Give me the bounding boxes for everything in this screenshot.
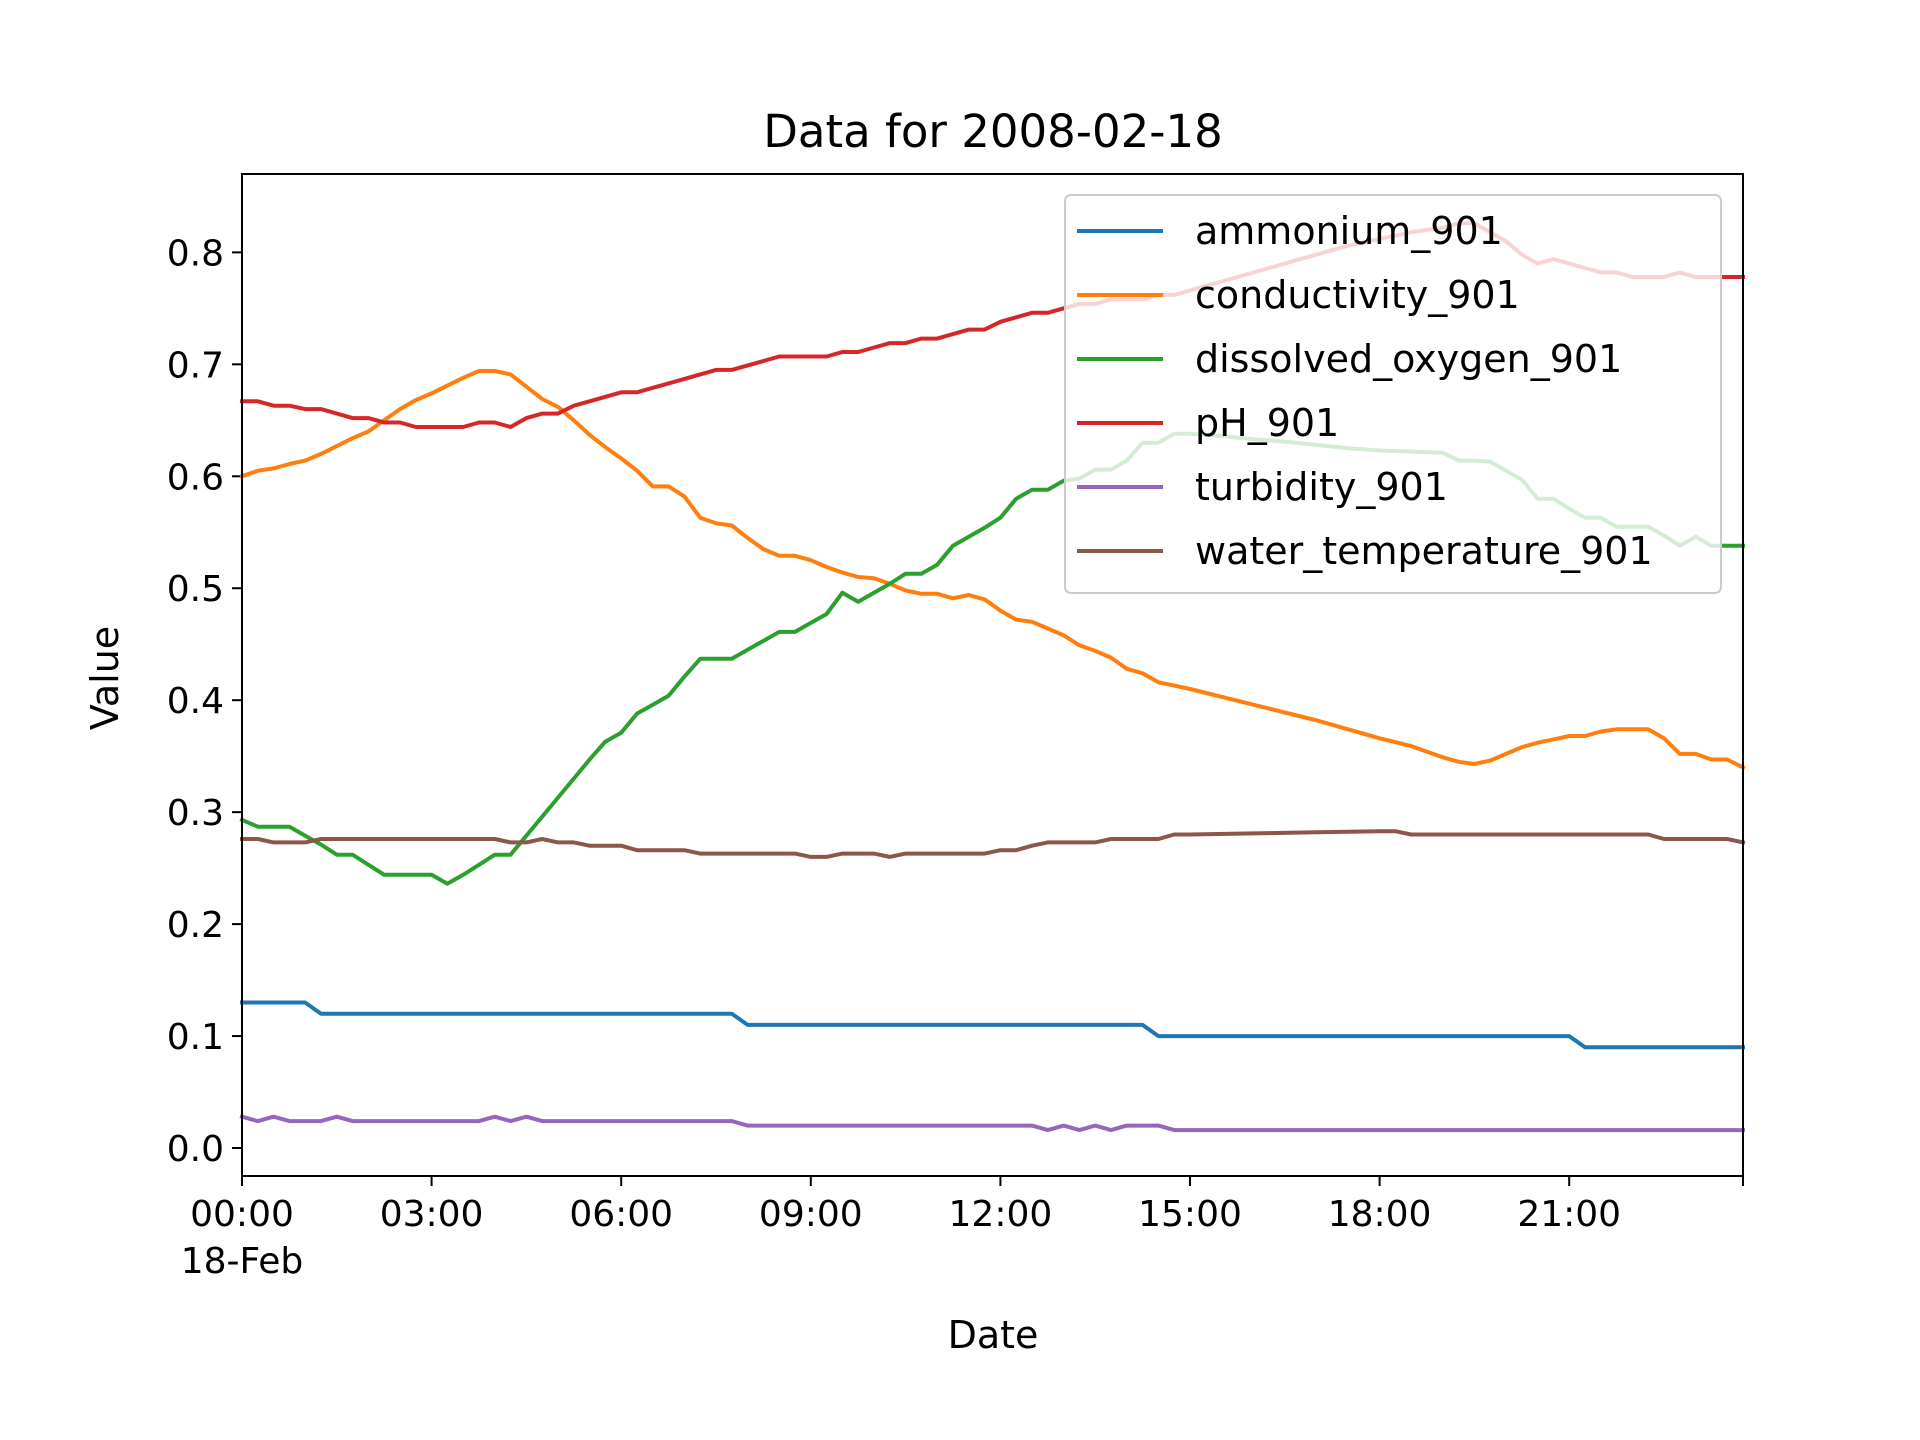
series-line-water-temperature-901 xyxy=(240,829,1746,859)
y-tick-label: 0.4 xyxy=(167,681,224,722)
legend-label: pH_901 xyxy=(1195,401,1339,445)
legend-box xyxy=(1064,194,1722,594)
chart-title: Data for 2008-02-18 xyxy=(763,105,1222,158)
x-tick-label: 09:00 xyxy=(759,1194,863,1235)
y-tick-label: 0.1 xyxy=(167,1017,224,1058)
y-axis-title: Value xyxy=(83,626,127,730)
x-tick-label: 21:00 xyxy=(1517,1194,1621,1235)
y-tick-label: 0.6 xyxy=(167,457,224,498)
y-tick-label: 0.0 xyxy=(167,1129,224,1170)
x-tick-label: 18:00 xyxy=(1328,1194,1432,1235)
x-axis-title: Date xyxy=(948,1313,1039,1357)
series-line-ammonium-901 xyxy=(240,1000,1745,1050)
series-line-conductivity-901 xyxy=(239,369,1746,771)
legend-label: turbidity_901 xyxy=(1195,465,1448,509)
legend: ammonium_901 conductivity_901 dissolved_ox… xyxy=(1064,194,1722,594)
x-tick-sublabel: 18-Feb xyxy=(181,1241,304,1282)
y-tick-label: 0.2 xyxy=(167,905,224,946)
y-axis-ticks: 0.0 0.1 0.2 0.3 0.4 0.5 0.6 0.7 0.8 xyxy=(167,233,242,1170)
x-tick-label: 12:00 xyxy=(949,1194,1053,1235)
series-line-turbidity-901 xyxy=(239,1114,1745,1133)
legend-label: dissolved_oxygen_901 xyxy=(1195,337,1622,381)
y-tick-label: 0.3 xyxy=(167,793,224,834)
legend-label: conductivity_901 xyxy=(1195,273,1520,317)
plot-area-frame xyxy=(241,173,1744,1177)
x-tick-label: 03:00 xyxy=(380,1194,484,1235)
x-tick-label: 06:00 xyxy=(569,1194,673,1235)
legend-label: water_temperature_901 xyxy=(1195,529,1653,573)
x-tick-label: 15:00 xyxy=(1138,1194,1242,1235)
x-axis-ticks: 00:00 18-Feb 03:00 06:00 09:00 12:00 15:00 18:0… xyxy=(181,1176,1744,1282)
y-tick-label: 0.5 xyxy=(167,569,224,610)
y-tick-label: 0.8 xyxy=(167,233,224,274)
y-tick-label: 0.7 xyxy=(167,345,224,386)
x-tick-label: 00:00 xyxy=(190,1194,294,1235)
legend-label: ammonium_901 xyxy=(1195,209,1503,253)
